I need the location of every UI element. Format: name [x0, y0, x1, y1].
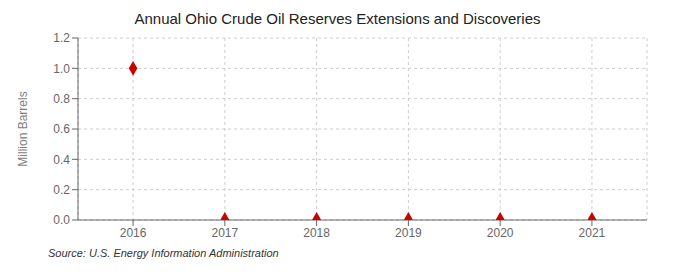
- html-text:Annual Ohio Crude Oil Reserves: Annual Ohio Crude Oil Reserves Extension…: [134, 10, 541, 27]
- svg-text:2016: 2016: [120, 226, 147, 240]
- svg-text:0.0: 0.0: [53, 213, 70, 227]
- svg-text:2018: 2018: [303, 226, 330, 240]
- svg-text:0.8: 0.8: [53, 92, 70, 106]
- svg-text:2021: 2021: [579, 226, 606, 240]
- svg-text:2017: 2017: [211, 226, 238, 240]
- html-text:Source: U.S. Energy Informatio: Source: U.S. Energy Information Administ…: [48, 247, 279, 259]
- svg-text:0.2: 0.2: [53, 183, 70, 197]
- svg-text:Million Barrels: Million Barrels: [16, 91, 30, 166]
- svg-text:1.0: 1.0: [53, 62, 70, 76]
- svg-text:2019: 2019: [395, 226, 422, 240]
- svg-text:0.6: 0.6: [53, 122, 70, 136]
- svg-text:2020: 2020: [487, 226, 514, 240]
- svg-text:1.2: 1.2: [53, 31, 70, 45]
- svg-text:0.4: 0.4: [53, 153, 70, 167]
